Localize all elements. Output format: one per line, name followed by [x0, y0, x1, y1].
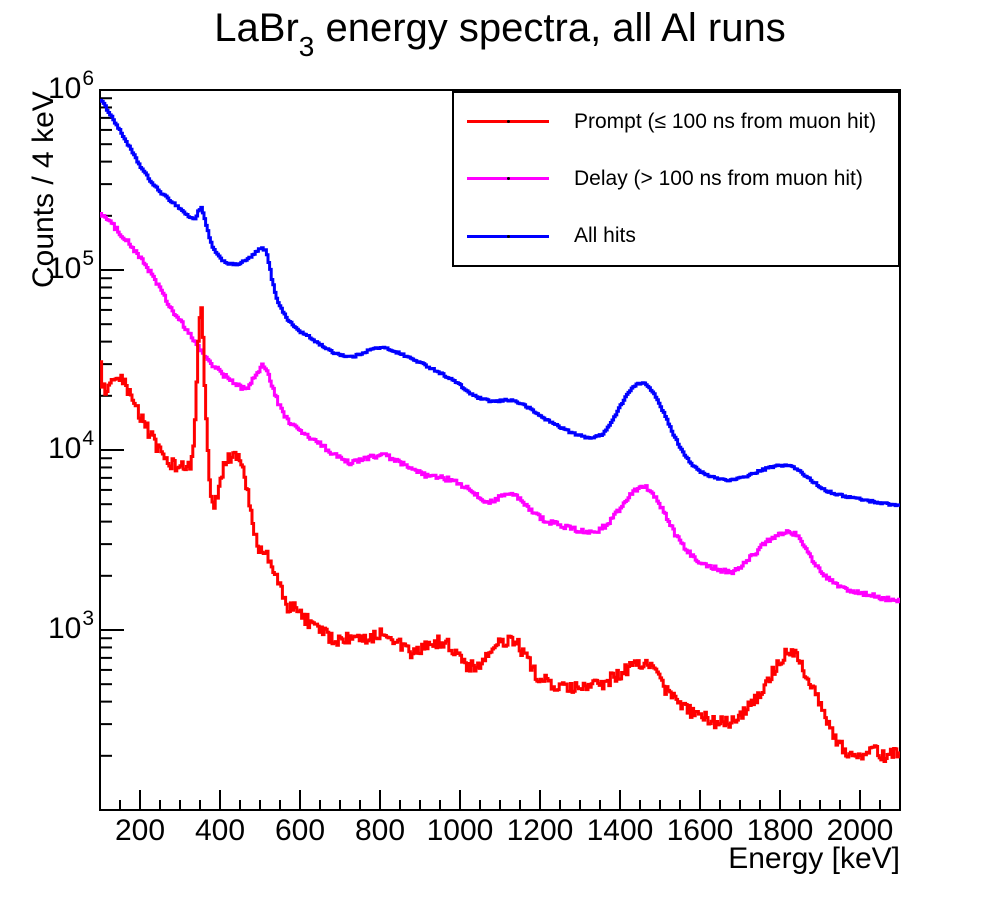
legend-entry-delay: Delay (> 100 ns from muon hit) — [454, 150, 898, 207]
legend-entry-allhits: All hits — [454, 208, 898, 265]
series-allhits-line — [100, 98, 900, 508]
chart-title-suffix: energy spectra, all Al runs — [314, 6, 786, 50]
series-delay-line — [100, 212, 900, 604]
x-tick-label: 1000 — [426, 814, 494, 847]
x-tick-label: 1400 — [586, 814, 654, 847]
y-axis-title: Counts / 4 keV — [27, 91, 60, 288]
y-tick-label: 106 — [47, 67, 94, 105]
x-tick-label: 800 — [354, 814, 406, 847]
x-tick-label: 1600 — [666, 814, 734, 847]
legend-marker-dot — [507, 234, 510, 238]
legend-line-allhits — [467, 234, 549, 238]
x-tick-label: 600 — [274, 814, 326, 847]
chart-title-prefix: LaBr — [214, 6, 299, 50]
x-tick-label: 1800 — [746, 814, 814, 847]
legend-label-delay: Delay (> 100 ns from muon hit) — [574, 166, 863, 190]
x-tick-label: 200 — [114, 814, 166, 847]
x-tick-label: 2000 — [826, 814, 894, 847]
legend-marker-dot — [507, 120, 510, 124]
legend-label-prompt: Prompt (≤ 100 ns from muon hit) — [574, 109, 877, 133]
x-axis-title: Energy [keV] — [728, 842, 900, 875]
y-tick-label: 103 — [47, 607, 94, 645]
legend-marker-dot — [507, 177, 510, 181]
chart-title: LaBr3 energy spectra, all Al runs — [0, 6, 1000, 62]
chart-title-subscript: 3 — [298, 31, 315, 62]
legend-label-allhits: All hits — [574, 224, 636, 248]
legend-line-delay — [467, 177, 549, 181]
legend: Prompt (≤ 100 ns from muon hit) Delay (>… — [452, 91, 900, 267]
y-tick-label: 105 — [47, 247, 94, 285]
series-prompt-line — [100, 306, 900, 763]
y-tick-label: 104 — [47, 427, 94, 465]
x-axis-ticks — [119, 790, 881, 810]
legend-line-prompt — [467, 120, 549, 124]
legend-entry-prompt: Prompt (≤ 100 ns from muon hit) — [454, 93, 898, 150]
y-axis-ticks — [100, 89, 124, 757]
x-tick-label: 400 — [194, 814, 246, 847]
x-tick-label: 1200 — [506, 814, 574, 847]
